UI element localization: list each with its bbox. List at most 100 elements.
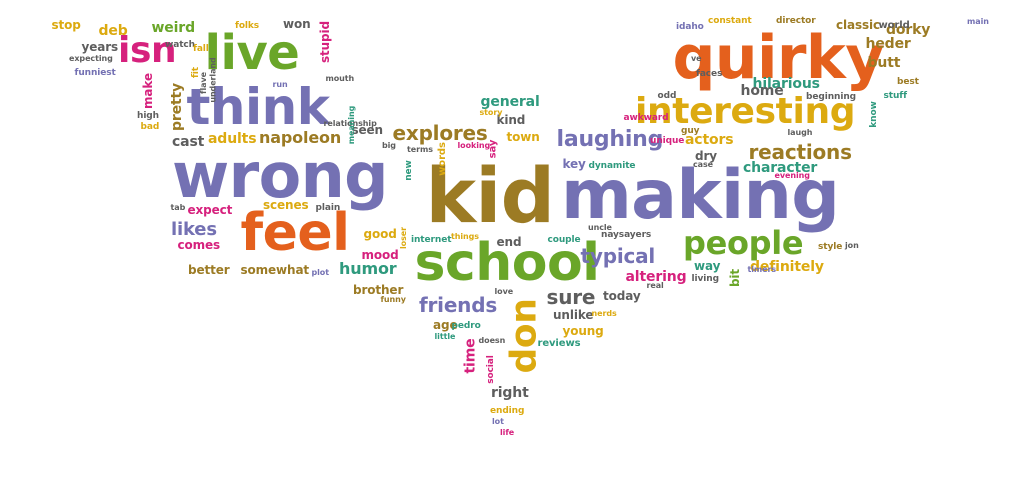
word-doesn: doesn <box>478 336 506 345</box>
word-actors: actors <box>685 132 734 148</box>
word-somewhat: somewhat <box>240 263 310 277</box>
word-cast: cast <box>172 134 205 150</box>
word-butt: butt <box>867 55 901 71</box>
word-classic: classic <box>836 18 880 32</box>
word-funniest: funniest <box>74 67 116 78</box>
word-little: little <box>434 332 456 341</box>
word-words: words <box>436 142 448 176</box>
word-story: story <box>479 108 503 117</box>
word-general: general <box>480 94 540 110</box>
word-pretty: pretty <box>169 82 186 132</box>
word-deb: deb <box>98 23 128 39</box>
word-stupid: stupid <box>318 21 332 63</box>
word-hilarious: hilarious <box>752 76 821 92</box>
word-stuff: stuff <box>883 90 908 101</box>
word-couple: couple <box>547 234 581 245</box>
word-looking: looking <box>457 141 491 150</box>
word-nerds: nerds <box>591 309 617 318</box>
word-love: love <box>494 287 514 296</box>
word-mood: mood <box>361 248 399 262</box>
word-comes: comes <box>177 238 221 252</box>
word-quirky: quirky <box>672 23 885 93</box>
word-laughing: laughing <box>556 127 664 152</box>
word-life: life <box>500 428 515 437</box>
word-won: won <box>283 17 311 31</box>
word-flave: flave <box>198 72 208 94</box>
word-likes: likes <box>171 219 217 240</box>
word-brother: brother <box>353 283 404 297</box>
word-way: way <box>694 259 721 273</box>
word-don: don <box>503 298 545 374</box>
word-living: living <box>691 273 720 284</box>
word-plain: plain <box>315 202 341 213</box>
word-real: real <box>646 281 664 290</box>
word-end: end <box>496 235 522 249</box>
word-ve: ve <box>691 54 702 63</box>
word-style: style <box>818 241 843 252</box>
word-time: time <box>462 338 479 374</box>
word-town: town <box>506 130 540 144</box>
word-director: director <box>776 15 816 26</box>
word-tab: tab <box>170 203 186 212</box>
word-people: people <box>683 224 804 262</box>
word-awkward: awkward <box>623 112 669 123</box>
word-good: good <box>363 227 397 241</box>
word-dynamite: dynamite <box>588 160 636 171</box>
word-meaning: meaning <box>347 105 357 145</box>
word-fall: fall <box>193 43 209 54</box>
word-underland: underland <box>208 57 218 103</box>
word-know: know <box>868 100 879 128</box>
word-dry: dry <box>695 149 717 163</box>
word-humor: humor <box>339 259 397 278</box>
word-friends: friends <box>419 293 498 317</box>
word-isn: isn <box>118 30 177 71</box>
word-best: best <box>897 76 919 87</box>
word-high: high <box>137 110 159 121</box>
word-make: make <box>140 73 155 109</box>
word-main: main <box>967 17 989 26</box>
word-key: key <box>562 157 586 171</box>
word-seen: seen <box>351 123 384 137</box>
word-naysayers: naysayers <box>601 229 652 240</box>
word-school: school <box>414 233 600 293</box>
word-expect: expect <box>187 203 233 217</box>
word-sure: sure <box>546 285 596 309</box>
word-explores: explores <box>392 121 488 145</box>
word-years: years <box>81 40 119 54</box>
word-heder: heder <box>865 36 911 52</box>
word-adults: adults <box>208 131 257 147</box>
word-weird: weird <box>151 20 196 36</box>
word-run: run <box>272 80 288 89</box>
word-right: right <box>491 385 529 401</box>
word-definitely: definitely <box>750 259 824 275</box>
word-ending: ending <box>490 405 525 416</box>
word-age: age <box>433 318 458 332</box>
word-constant: constant <box>708 15 752 26</box>
word-folks: folks <box>235 20 260 31</box>
word-napoleon: napoleon <box>259 128 342 147</box>
word-interesting: interesting <box>635 91 856 132</box>
word-today: today <box>603 289 641 303</box>
word-think: think <box>186 78 330 136</box>
word-jon: jon <box>845 241 859 250</box>
word-social: social <box>485 354 496 384</box>
word-big: big <box>382 141 396 150</box>
word-funny: funny <box>380 295 406 304</box>
word-expecting: expecting <box>69 54 113 63</box>
word-watch: watch <box>165 39 195 50</box>
word-character: character <box>743 160 818 176</box>
word-wrong: wrong <box>172 139 388 212</box>
word-young: young <box>562 324 604 338</box>
word-things: things <box>451 232 479 241</box>
word-typical: typical <box>580 244 656 268</box>
word-reviews: reviews <box>537 338 581 349</box>
word-unique: unique <box>650 135 685 146</box>
word-reactions: reactions <box>748 140 852 164</box>
word-making: making <box>561 156 840 235</box>
word-unlike: unlike <box>553 308 594 322</box>
word-evening: evening <box>774 171 810 180</box>
word-loser: loser <box>398 227 408 249</box>
word-bit: bit <box>728 268 743 288</box>
word-new: new <box>403 159 414 181</box>
